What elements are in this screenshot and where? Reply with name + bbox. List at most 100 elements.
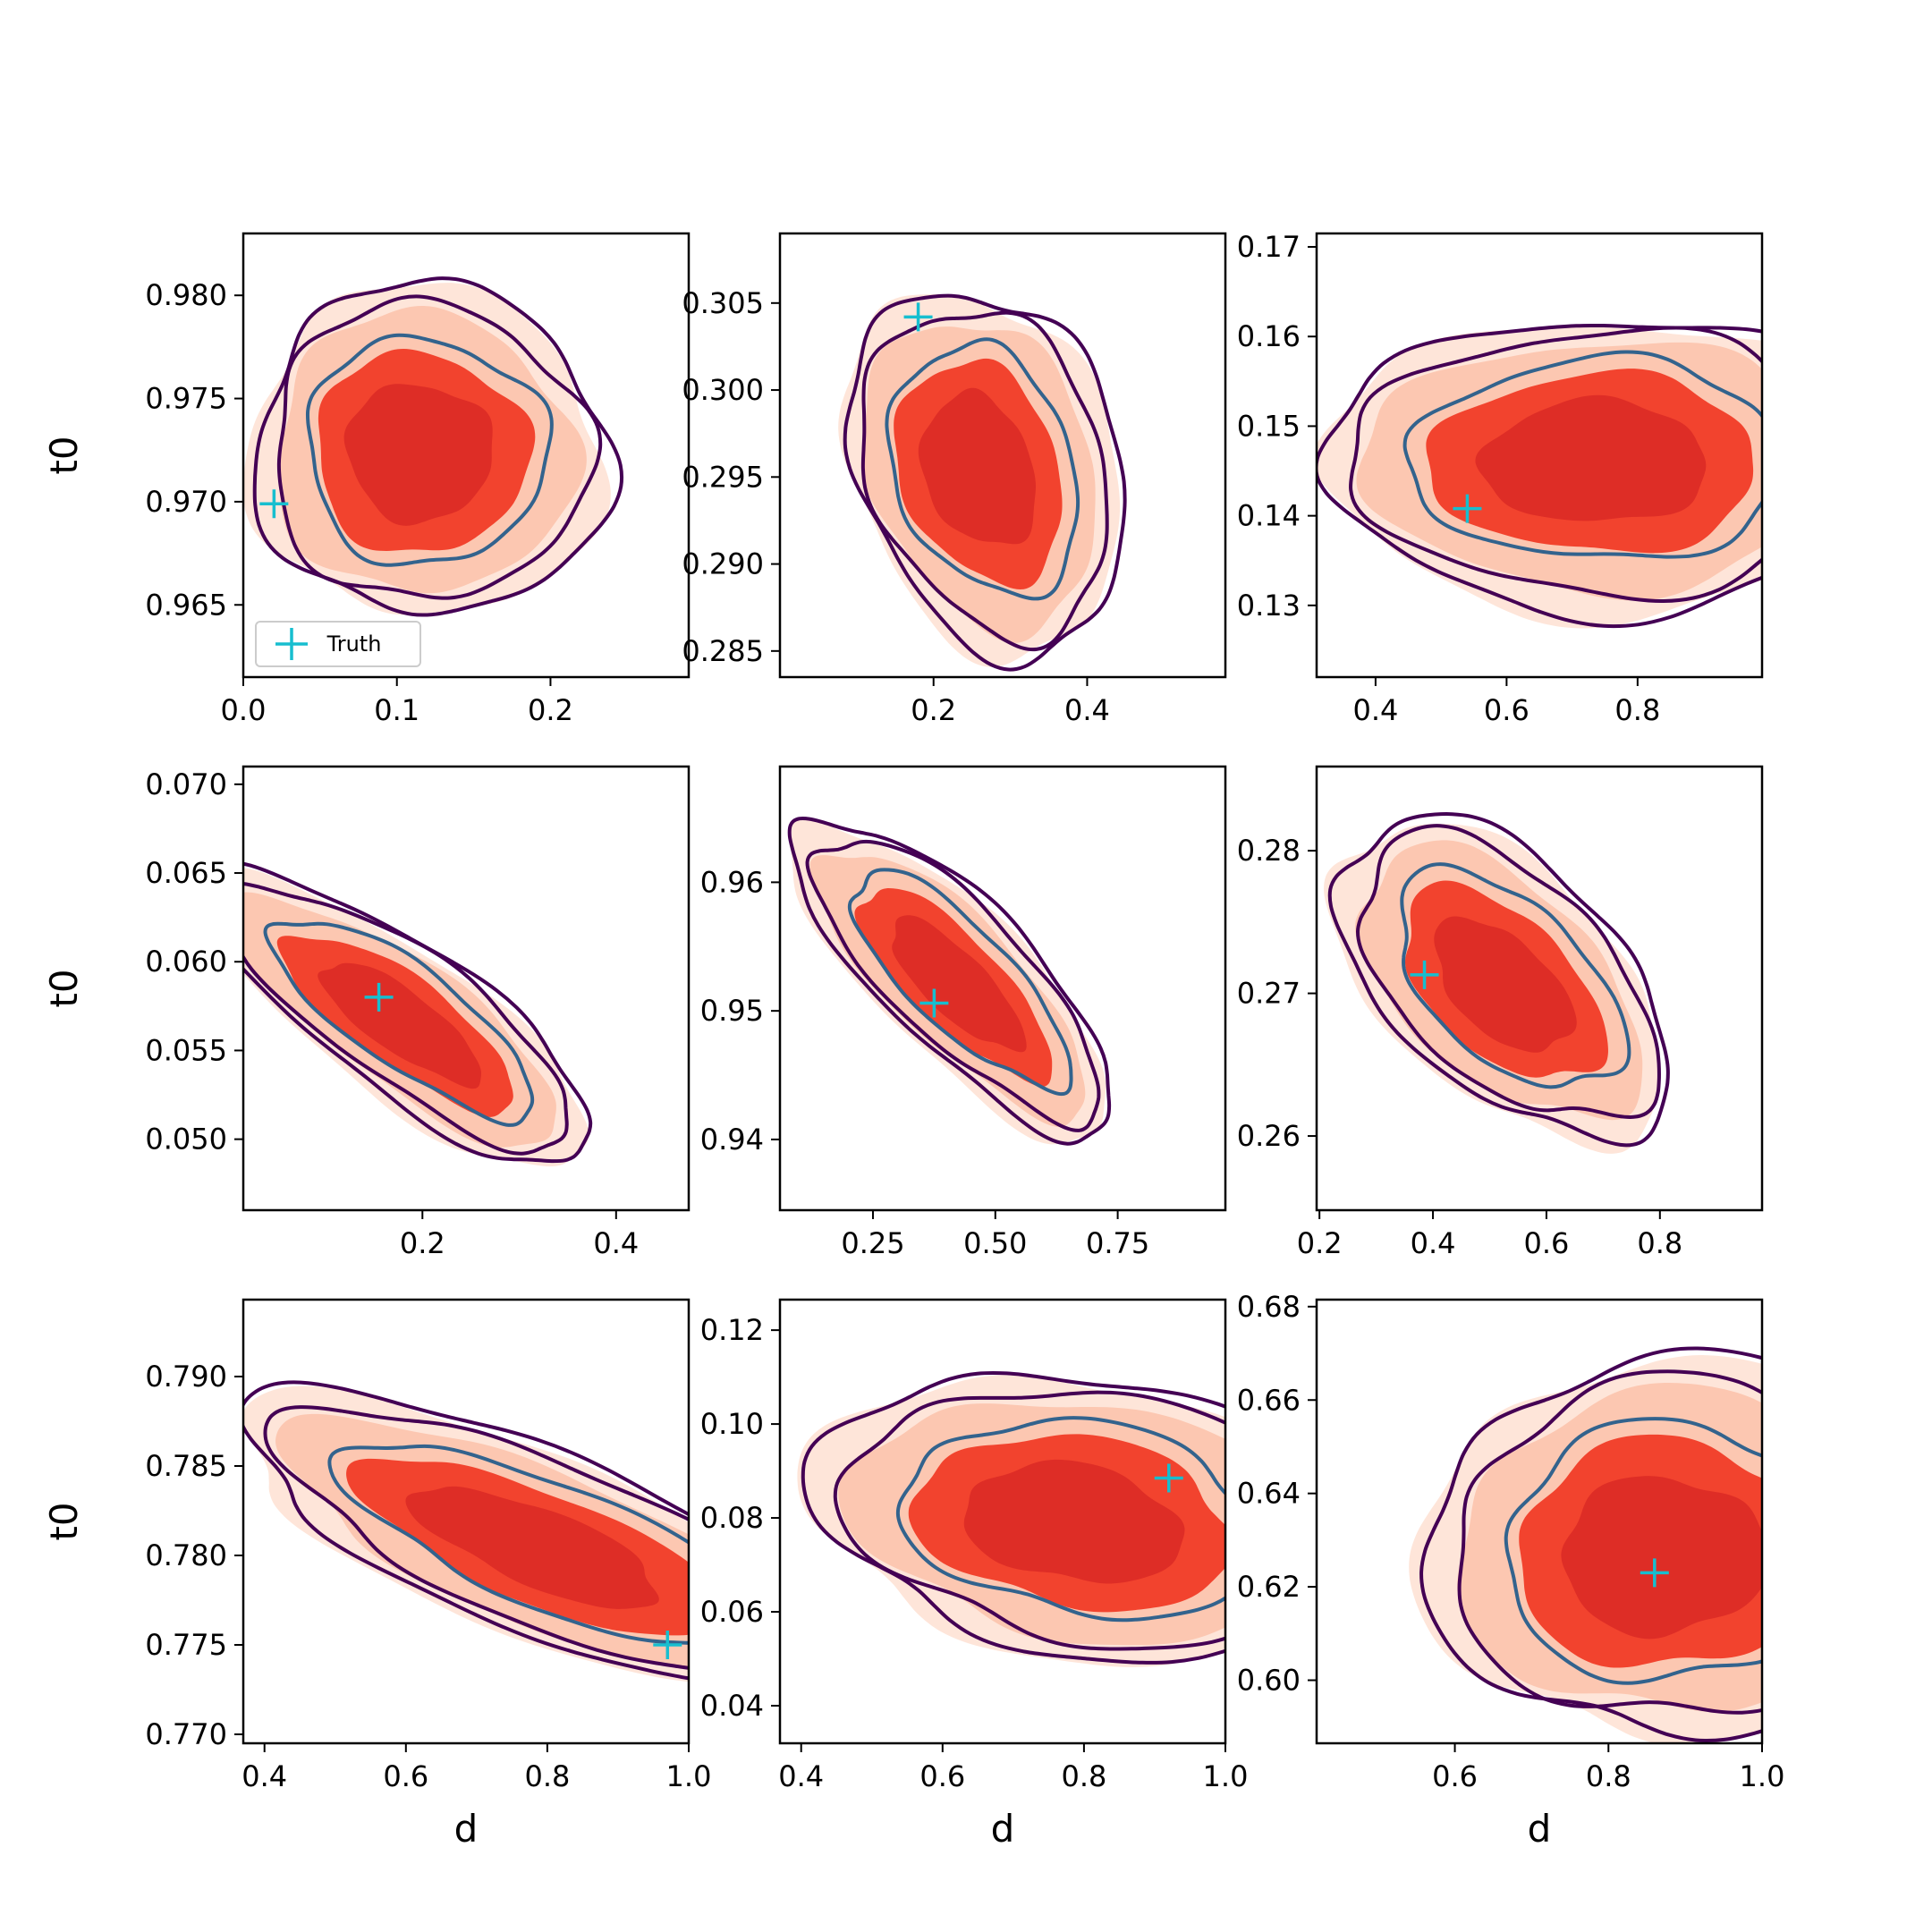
subplot-0-1: 0.2 0.4 0.285 0.290 0.295 0.300 0.305 <box>682 232 1227 727</box>
y-tick-label: 0.770 <box>145 1717 227 1751</box>
truth-marker <box>653 1631 682 1659</box>
plot-area <box>1317 323 1762 629</box>
contour-line-0 <box>1327 812 1670 1148</box>
plot-area <box>1409 1346 1762 1743</box>
axes-frame <box>242 765 691 1212</box>
x-axis-label: d <box>454 1807 479 1851</box>
y-tick-label: 0.62 <box>1237 1570 1301 1604</box>
y-tick-label: 0.14 <box>1237 499 1301 533</box>
contour-line-0 <box>243 1380 689 1681</box>
x-tick-label: 0.2 <box>400 1226 445 1260</box>
y-tick-label: 0.050 <box>145 1123 227 1157</box>
y-tick-label: 0.285 <box>682 634 764 668</box>
x-tick-label: 0.4 <box>778 1759 824 1793</box>
subplot-2-1: 0.4 0.6 0.8 1.0 0.04 0.06 0.08 0.10 0.12 d <box>700 1298 1249 1851</box>
y-tick-label: 0.055 <box>145 1033 227 1067</box>
density-fill-level-3 <box>892 915 1027 1053</box>
x-tick-label: 1.0 <box>1203 1759 1249 1793</box>
x-tick-label: 1.0 <box>666 1759 712 1793</box>
truth-marker <box>1640 1558 1669 1588</box>
contour-line-2 <box>263 921 535 1127</box>
truth-marker <box>364 982 394 1012</box>
contour-line-2 <box>1504 1417 1762 1685</box>
x-tick-label: 0.6 <box>1432 1759 1478 1793</box>
contour-line-1 <box>833 1390 1225 1651</box>
density-fill-level-3 <box>405 1486 659 1609</box>
y-tick-label: 0.070 <box>145 767 227 801</box>
x-tick-label: 0.0 <box>221 693 267 727</box>
y-tick-label: 0.10 <box>700 1407 764 1441</box>
y-tick-label: 0.305 <box>682 286 764 320</box>
x-tick-label: 0.8 <box>1061 1759 1106 1793</box>
y-tick-label: 0.060 <box>145 945 227 979</box>
contour-line-0 <box>801 1370 1225 1665</box>
y-tick-label: 0.965 <box>145 588 227 622</box>
y-tick-label: 0.06 <box>700 1595 764 1629</box>
x-tick-label: 0.2 <box>528 693 573 727</box>
y-tick-label: 0.775 <box>145 1628 227 1662</box>
y-tick-label: 0.28 <box>1237 834 1301 868</box>
contour-line-2 <box>847 868 1073 1097</box>
x-tick-label: 0.4 <box>593 1226 639 1260</box>
x-tick-label: 0.8 <box>1614 693 1660 727</box>
contour-line-1 <box>243 882 569 1156</box>
density-fill-level-3 <box>963 1459 1185 1584</box>
y-tick-label: 0.15 <box>1237 409 1301 443</box>
y-tick-label: 0.94 <box>700 1123 764 1157</box>
y-tick-label: 0.27 <box>1237 977 1301 1011</box>
x-tick-label: 0.6 <box>1523 1226 1569 1260</box>
axes-frame <box>778 765 1227 1212</box>
y-tick-label: 0.04 <box>700 1689 764 1723</box>
contour-line-1 <box>805 839 1101 1132</box>
contour-line-0 <box>787 816 1112 1146</box>
x-tick-label: 0.75 <box>1086 1226 1149 1260</box>
density-fill-level-3 <box>918 387 1037 545</box>
truth-marker <box>919 988 949 1018</box>
x-tick-label: 0.1 <box>374 693 419 727</box>
truth-marker <box>903 302 933 332</box>
y-tick-label: 0.290 <box>682 547 764 581</box>
y-tick-label: 0.970 <box>145 485 227 519</box>
plot-area <box>838 293 1127 672</box>
y-tick-label: 0.065 <box>145 856 227 890</box>
plot-area <box>797 1370 1225 1667</box>
y-tick-label: 0.785 <box>145 1449 227 1483</box>
y-tick-label: 0.96 <box>700 865 764 899</box>
y-tick-label: 0.790 <box>145 1360 227 1394</box>
axes-frame <box>1315 232 1764 679</box>
x-tick-label: 0.4 <box>1352 693 1398 727</box>
x-tick-label: 1.0 <box>1740 1759 1785 1793</box>
subplot-0-0: 0.0 0.1 0.2 0.965 0.970 0.975 0.980 t0 Truth <box>42 232 691 727</box>
y-tick-label: 0.17 <box>1237 230 1301 264</box>
axes-frame <box>242 1298 691 1745</box>
subplot-1-0: 0.2 0.4 0.050 0.055 0.060 0.065 0.070 t0 <box>42 765 691 1260</box>
x-tick-label: 0.6 <box>383 1759 428 1793</box>
y-tick-label: 0.12 <box>700 1313 764 1347</box>
contour-line-2 <box>885 337 1080 601</box>
contour-line-0 <box>252 276 624 617</box>
density-fill-level-3 <box>343 384 493 526</box>
plot-area <box>787 816 1112 1146</box>
x-tick-label: 0.6 <box>1484 693 1530 727</box>
y-axis-label: t0 <box>42 969 86 1007</box>
y-tick-label: 0.66 <box>1237 1383 1301 1417</box>
subplot-2-2: 0.6 0.8 1.0 0.60 0.62 0.64 0.66 0.68 d <box>1237 1290 1785 1851</box>
x-tick-label: 0.2 <box>911 693 956 727</box>
contour-line-2 <box>327 1444 689 1645</box>
y-tick-label: 0.13 <box>1237 589 1301 623</box>
subplot-1-2: 0.2 0.4 0.6 0.8 0.26 0.27 0.28 <box>1237 765 1764 1260</box>
y-tick-label: 0.980 <box>145 278 227 312</box>
y-tick-label: 0.295 <box>682 460 764 494</box>
x-tick-label: 0.6 <box>919 1759 965 1793</box>
density-fill-level-3 <box>1561 1476 1762 1640</box>
legend-label: Truth <box>326 631 382 657</box>
x-tick-label: 0.50 <box>963 1226 1027 1260</box>
y-tick-label: 0.68 <box>1237 1290 1301 1324</box>
contour-line-1 <box>276 294 603 600</box>
contour-line-1 <box>1348 326 1762 604</box>
y-tick-label: 0.64 <box>1237 1477 1301 1511</box>
contour-line-0 <box>843 293 1127 672</box>
y-tick-label: 0.300 <box>682 373 764 407</box>
plot-area <box>243 861 593 1167</box>
